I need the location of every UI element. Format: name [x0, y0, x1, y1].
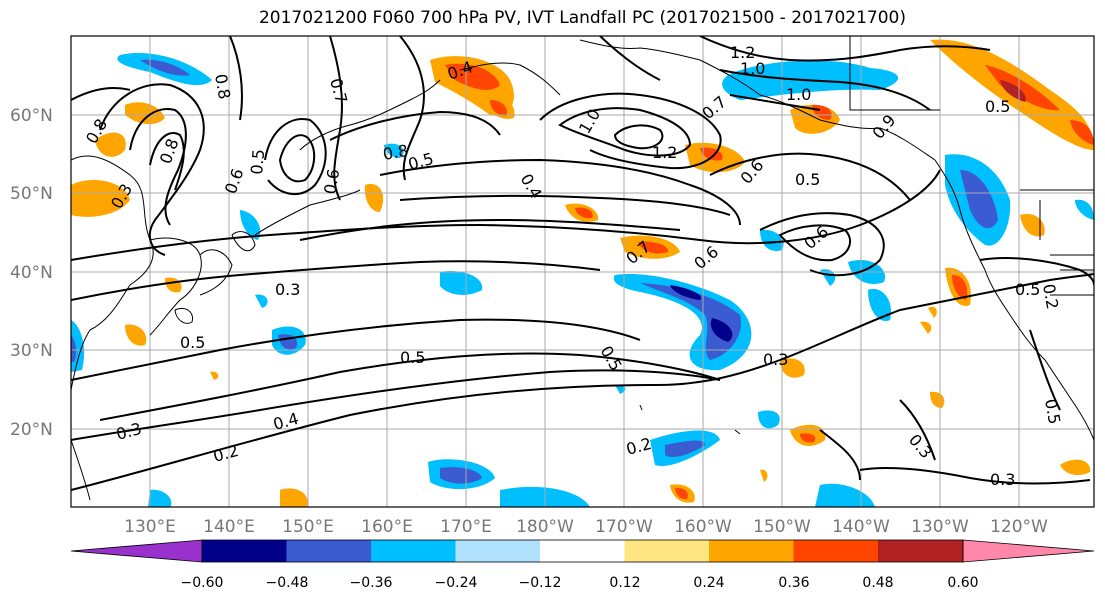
contour-label: 0.5	[247, 148, 268, 175]
colorbar-tick: 0.36	[778, 575, 809, 591]
colorbar-tick: −0.48	[266, 575, 309, 591]
colorbar-tick: −0.24	[435, 575, 478, 591]
colorbar-segment	[371, 540, 456, 562]
lat-label: 40°N	[10, 263, 53, 283]
colorbar-tick: −0.60	[181, 575, 224, 591]
colorbar-segment	[709, 540, 794, 562]
colorbar-tick: −0.12	[519, 575, 562, 591]
colorbar-tick-labels: −0.60 −0.48 −0.36 −0.24 −0.12 0.12 0.24 …	[181, 575, 979, 591]
contour-label: 0.5	[400, 348, 425, 367]
pv-contours	[71, 36, 1094, 491]
latitude-labels: 60°N 50°N 40°N 30°N 20°N	[10, 106, 53, 440]
contour-label: 0.3	[275, 280, 300, 299]
colorbar-frame	[201, 539, 964, 563]
lon-label: 140°E	[203, 517, 255, 537]
contour-label: 0.5	[1015, 280, 1040, 299]
colorbar-tick: −0.36	[350, 575, 393, 591]
contour-label: 1.2	[730, 43, 755, 62]
lat-label: 60°N	[10, 106, 53, 126]
contour-label: 0.5	[985, 97, 1010, 116]
map-title: 2017021200 F060 700 hPa PV, IVT Landfall…	[258, 8, 906, 28]
colorbar-tick: 0.60	[947, 575, 978, 591]
lon-label: 150°W	[753, 517, 811, 537]
contour-labels: 0.8 0.7 0.4 1.2 1.0 1.0 0.7 1.0 1.2 0.5 …	[82, 43, 1064, 489]
lon-label: 130°E	[124, 517, 176, 537]
lat-label: 20°N	[10, 420, 53, 440]
colorbar-segment	[540, 540, 625, 562]
lon-label: 130°W	[911, 517, 969, 537]
contour-label: 0.5	[1041, 397, 1064, 425]
colorbar	[70, 539, 1095, 563]
colorbar-segment	[202, 540, 287, 562]
lon-label: 170°E	[440, 517, 492, 537]
colorbar-tick: 0.24	[693, 575, 724, 591]
lon-label: 160°W	[674, 517, 732, 537]
colorbar-tick: 0.12	[609, 575, 640, 591]
contour-label: 0.8	[381, 141, 409, 164]
lon-label: 140°W	[832, 517, 890, 537]
colorbar-segment	[624, 540, 710, 562]
colorbar-extend-low	[70, 539, 203, 563]
map-frame	[70, 35, 1095, 508]
colorbar-tick: 0.48	[862, 575, 893, 591]
lon-label: 160°E	[361, 517, 413, 537]
lat-label: 50°N	[10, 184, 53, 204]
contour-label: 1.0	[786, 85, 811, 104]
contour-label: 0.8	[211, 72, 234, 100]
pv-shading	[71, 39, 1094, 507]
colorbar-segment	[793, 540, 879, 562]
colorbar-extend-high	[962, 539, 1095, 563]
contour-label: 0.2	[1039, 282, 1062, 310]
contour-label: 1.0	[740, 59, 765, 78]
colorbar-segment	[286, 540, 372, 562]
longitude-labels: 130°E 140°E 150°E 160°E 170°E 180°W 170°…	[124, 517, 1048, 537]
contour-label: 0.3	[990, 470, 1015, 489]
map-area: 0.8 0.7 0.4 1.2 1.0 1.0 0.7 1.0 1.2 0.5 …	[71, 36, 1094, 507]
contour-label: 0.6	[320, 167, 343, 195]
contour-label: 0.3	[763, 350, 788, 369]
lat-label: 30°N	[10, 341, 53, 361]
graticule	[71, 36, 1094, 507]
lon-label: 120°W	[990, 517, 1048, 537]
contour-label: 0.5	[180, 333, 205, 352]
contour-label: 0.5	[795, 170, 820, 189]
colorbar-segment	[455, 540, 541, 562]
contour-label: 1.2	[652, 143, 677, 162]
lon-label: 150°E	[282, 517, 334, 537]
colorbar-segment	[878, 540, 963, 562]
coastlines	[71, 36, 1094, 501]
lon-label: 170°W	[595, 517, 653, 537]
lon-label: 180°W	[516, 517, 574, 537]
